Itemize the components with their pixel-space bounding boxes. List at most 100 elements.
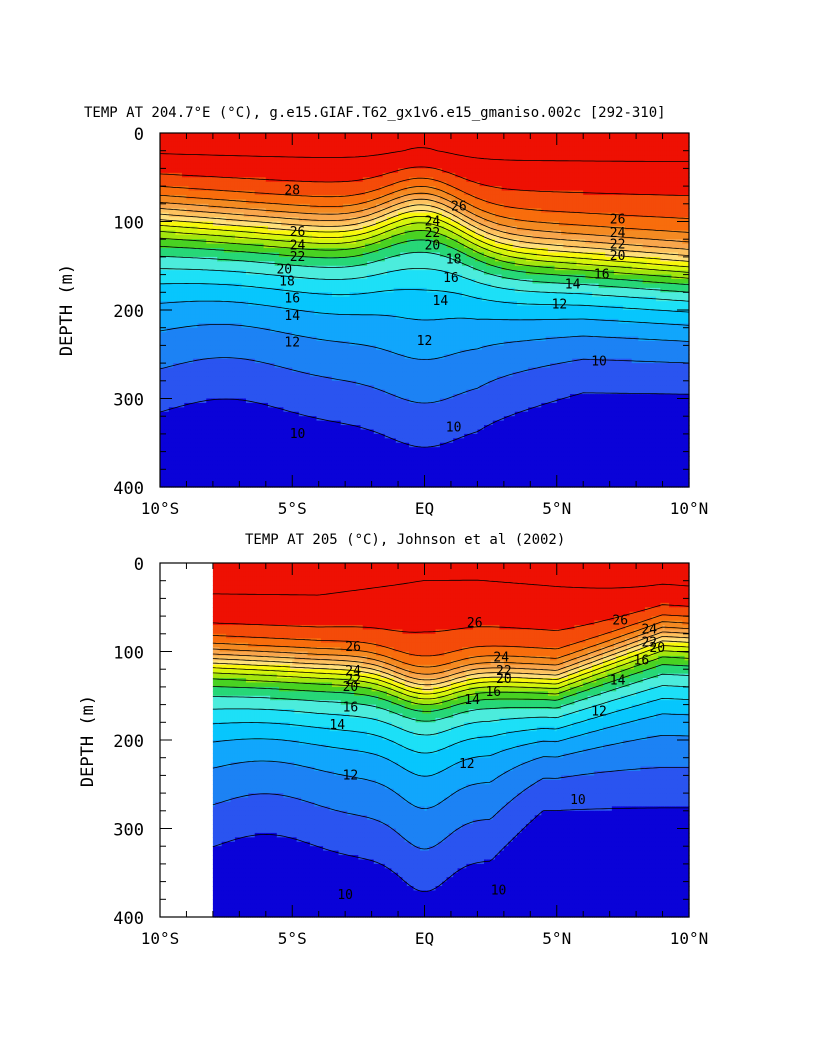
field-cell: [199, 248, 203, 254]
field-cell: [197, 163, 201, 169]
field-cell: [212, 225, 216, 231]
field-cell: [215, 146, 218, 152]
field-cell: [164, 442, 168, 448]
field-cell: [173, 354, 177, 360]
field-cell: [175, 270, 179, 276]
field-cell: [195, 478, 199, 484]
field-cell: [208, 234, 212, 240]
field-cell: [206, 221, 210, 227]
field-cell: [210, 287, 214, 293]
field-cell: [166, 323, 170, 329]
field-cell: [177, 349, 181, 355]
field-cell: [195, 385, 199, 391]
field-cell: [186, 190, 190, 196]
field-cell: [171, 376, 174, 382]
field-cell: [190, 301, 194, 307]
field-cell: [173, 146, 177, 152]
field-cell: [199, 221, 203, 227]
field-cell: [193, 349, 196, 355]
field-cell: [204, 243, 207, 249]
field-cell: [184, 256, 188, 262]
field-cell: [184, 252, 188, 258]
field-cell: [215, 451, 218, 457]
field-cell: [197, 305, 201, 311]
field-cell: [193, 371, 196, 377]
field-cell: [204, 407, 207, 413]
field-cell: [179, 270, 183, 276]
field-cell: [215, 177, 218, 183]
field-cell: [206, 438, 210, 444]
field-cell: [168, 150, 172, 156]
field-cell: [177, 398, 181, 404]
field-cell: [179, 478, 183, 484]
field-cell: [204, 234, 207, 240]
field-cell: [175, 442, 179, 448]
field-cell: [175, 279, 179, 285]
field-cell: [210, 402, 214, 408]
field-cell: [195, 398, 199, 404]
field-cell: [184, 363, 188, 369]
field-cell: [210, 473, 214, 479]
field-cell: [173, 296, 177, 302]
field-cell: [201, 279, 205, 285]
field-cell: [195, 407, 199, 413]
field-cell: [215, 181, 218, 187]
field-cell: [217, 287, 221, 293]
field-cell: [206, 318, 210, 324]
field-cell: [179, 163, 183, 169]
field-cell: [193, 301, 196, 307]
field-cell: [210, 340, 214, 346]
field-cell: [182, 376, 185, 382]
field-cell: [212, 270, 216, 276]
field-cell: [217, 217, 221, 223]
field-cell: [173, 447, 177, 453]
field-cell: [206, 456, 210, 462]
field-cell: [193, 332, 196, 338]
field-cell: [171, 349, 174, 355]
field-cell: [164, 181, 168, 187]
field-cell: [168, 416, 172, 422]
field-cell: [175, 332, 179, 338]
field-cell: [162, 137, 165, 143]
field-cell: [193, 141, 196, 147]
field-cell: [160, 473, 163, 479]
field-cell: [175, 248, 179, 254]
field-cell: [162, 460, 165, 466]
field-cell: [210, 398, 214, 404]
field-cell: [184, 380, 188, 386]
field-cell: [217, 301, 221, 307]
field-cell: [197, 460, 201, 466]
field-cell: [190, 287, 194, 293]
field-cell: [168, 168, 172, 174]
field-cell: [175, 217, 179, 223]
field-cell: [186, 438, 190, 444]
field-cell: [193, 292, 196, 298]
field-cell: [197, 456, 201, 462]
field-cell: [175, 150, 179, 156]
field-cell: [217, 385, 221, 391]
field-cell: [210, 354, 214, 360]
field-cell: [212, 150, 216, 156]
field-cell: [175, 292, 179, 298]
field-cell: [215, 482, 218, 488]
field-cell: [184, 394, 188, 400]
field-cell: [162, 208, 165, 214]
field-cell: [204, 296, 207, 302]
field-cell: [166, 447, 170, 453]
field-cell: [190, 340, 194, 346]
field-cell: [173, 270, 177, 276]
field-cell: [195, 225, 199, 231]
field-cell: [184, 473, 188, 479]
field-cell: [184, 442, 188, 448]
field-cell: [184, 385, 188, 391]
field-cell: [168, 451, 172, 457]
field-cell: [204, 327, 207, 333]
field-cell: [173, 442, 177, 448]
field-cell: [168, 425, 172, 431]
field-cell: [217, 150, 221, 156]
field-cell: [175, 376, 179, 382]
field-cell: [212, 354, 216, 360]
field-cell: [166, 380, 170, 386]
field-cell: [190, 438, 194, 444]
field-cell: [166, 460, 170, 466]
